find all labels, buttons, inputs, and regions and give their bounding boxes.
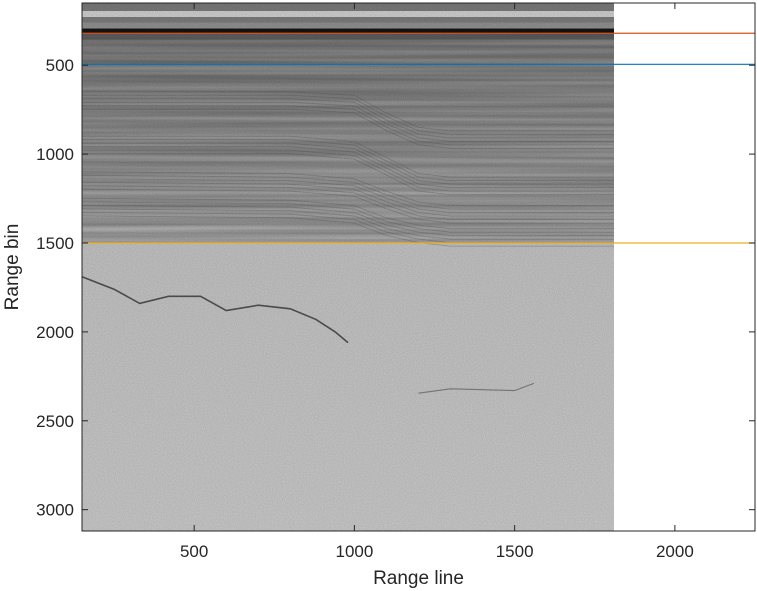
y-tick-label-1500: 1500 bbox=[36, 234, 74, 253]
radargram-image bbox=[82, 3, 614, 531]
x-tick-label-2000: 2000 bbox=[656, 542, 694, 561]
y-tick-label-2500: 2500 bbox=[36, 412, 74, 431]
axes-box bbox=[81, 2, 756, 532]
y-tick-label-500: 500 bbox=[46, 56, 74, 75]
y-tick-label-3000: 3000 bbox=[36, 501, 74, 520]
y-tick-label-1000: 1000 bbox=[36, 145, 74, 164]
x-axis: 500 1000 1500 2000 bbox=[180, 3, 694, 561]
x-tick-label-1000: 1000 bbox=[335, 542, 373, 561]
x-axis-label: Range line bbox=[373, 568, 464, 589]
y-axis-label: Range bin bbox=[2, 224, 23, 311]
speckle-noise bbox=[82, 3, 614, 531]
x-tick-label-1500: 1500 bbox=[496, 542, 534, 561]
y-axis: 500 1000 1500 2000 2500 3000 bbox=[36, 56, 755, 520]
horizontal-reference-lines bbox=[82, 32, 755, 244]
x-tick-label-500: 500 bbox=[180, 542, 208, 561]
y-tick-label-2000: 2000 bbox=[36, 323, 74, 342]
